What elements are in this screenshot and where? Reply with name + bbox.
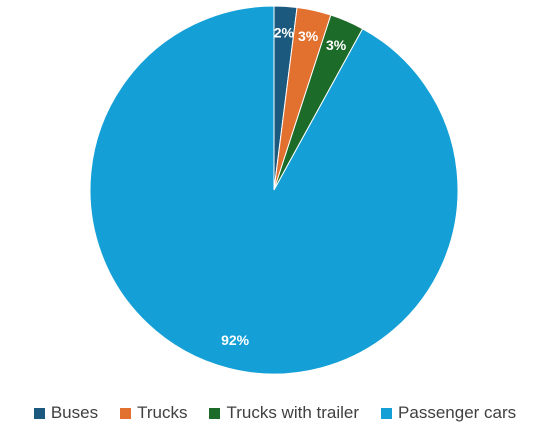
legend-swatch — [381, 407, 393, 419]
legend-item: Buses — [33, 403, 99, 423]
legend-item: Trucks — [120, 403, 187, 423]
legend-swatch — [209, 407, 221, 419]
legend-item: Passenger cars — [381, 403, 516, 423]
pie-slice — [89, 5, 459, 375]
legend-label: Buses — [50, 403, 99, 422]
legend-swatch — [120, 407, 132, 419]
legend-label: Trucks — [137, 403, 188, 422]
legend-item: Trucks with trailer — [209, 403, 359, 423]
value-label: 3% — [298, 28, 319, 44]
legend-label: Trucks with trailer — [226, 403, 360, 422]
value-label: 3% — [326, 37, 347, 53]
legend-label: Passenger cars — [398, 403, 517, 422]
chart: 2% 3%3%92% — [89, 5, 459, 375]
value-label: 2% — [274, 25, 295, 41]
legend: Buses Trucks Trucks with trailer Passenger … — [0, 400, 550, 426]
legend-swatch — [33, 407, 45, 419]
value-label: 92% — [221, 332, 250, 348]
